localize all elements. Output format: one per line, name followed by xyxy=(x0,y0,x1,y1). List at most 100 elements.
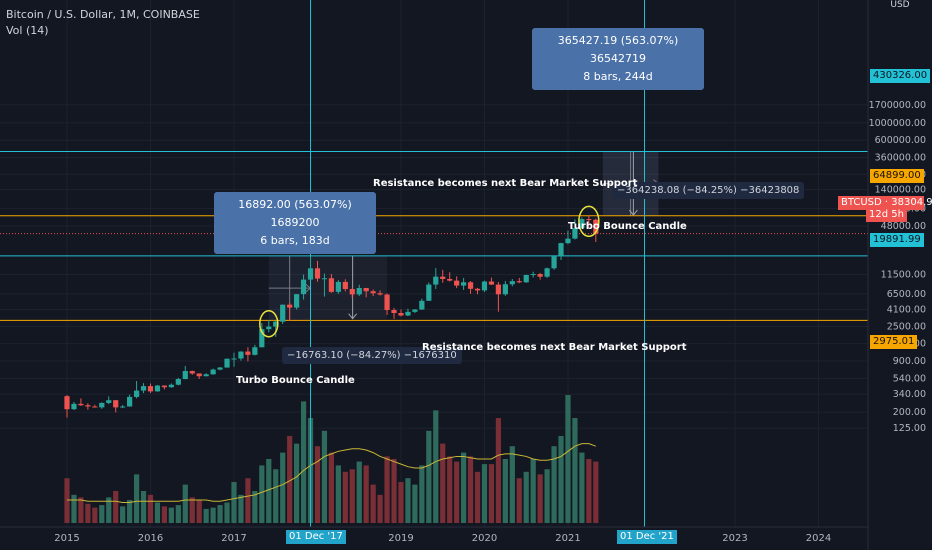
volume-indicator-label[interactable]: Vol (14) xyxy=(6,24,49,37)
candle-2018-08 xyxy=(363,287,369,292)
candle-2019-03 xyxy=(412,309,418,312)
candle-2020-11 xyxy=(551,256,557,269)
time-tick-2016: 2016 xyxy=(138,533,163,544)
volume-bar-2019-01 xyxy=(398,482,404,523)
candle-2015-05 xyxy=(92,406,98,408)
candle-2016-09 xyxy=(203,374,209,377)
volume-bar-2018-08 xyxy=(363,465,369,523)
last-price-countdown: 12d 5h xyxy=(866,208,907,222)
candle-2017-12 xyxy=(307,268,314,280)
volume-ma-polyline xyxy=(67,443,596,504)
annotation-resistance-bottom: Resistance becomes next Bear Market Supp… xyxy=(422,342,687,353)
candle-2016-11 xyxy=(217,367,223,370)
candle-2021-03 xyxy=(579,219,585,229)
measure-box-2021-line2: 8 bars, 244d xyxy=(583,70,653,83)
volume-bar-2017-08 xyxy=(280,452,286,523)
volume-bar-2019-10 xyxy=(461,452,467,523)
candle-2016-08 xyxy=(196,373,202,377)
candle-2016-10 xyxy=(210,369,216,375)
candle-2016-07 xyxy=(189,371,195,374)
candle-2019-04 xyxy=(419,300,425,310)
annotation-resistance-top: Resistance becomes next Bear Market Supp… xyxy=(373,178,638,189)
volume-bar-2017-11 xyxy=(300,401,307,523)
measure-box-2017-line1: 16892.00 (563.07%) 1689200 xyxy=(238,198,352,229)
volume-bar-2015-12 xyxy=(140,491,147,523)
candle-2018-06 xyxy=(349,289,355,295)
time-axis[interactable]: 2015 2016 2017 2019 2020 2021 2023 2024 xyxy=(0,526,868,544)
candle-2020-08 xyxy=(530,274,536,276)
volume-bar-2016-09 xyxy=(203,508,209,523)
volume-bar-2020-01 xyxy=(481,464,488,523)
volume-bar-2020-08 xyxy=(530,459,536,523)
candle-2017-03 xyxy=(245,351,251,355)
hline-tag-64899[interactable]: 64899.00 xyxy=(870,169,924,183)
volume-bar-2020-09 xyxy=(537,474,543,523)
volume-bar-2015-06 xyxy=(99,505,105,523)
down-measure-2022: −364238.08 (−84.25%) −36423808 xyxy=(612,182,805,199)
down-dn1-area xyxy=(310,255,388,319)
vline-tag-dec17[interactable]: 01 Dec '17 xyxy=(286,530,346,544)
candle-2017-05 xyxy=(259,329,265,348)
candle-2019-05 xyxy=(426,284,432,301)
last-price-tag[interactable]: BTCUSD · 38304.97 xyxy=(838,196,932,210)
price-tick-17: 125.00 xyxy=(893,423,926,434)
volume-bar-2016-11 xyxy=(217,505,223,523)
volume-bar-2020-06 xyxy=(516,478,522,523)
candle-2018-05 xyxy=(342,281,348,290)
candle-2015-04 xyxy=(85,405,91,407)
volume-bar-2017-01 xyxy=(231,482,237,523)
candle-2015-06 xyxy=(99,402,105,408)
price-tick-1: 1000000.00 xyxy=(869,118,926,129)
candle-2018-12 xyxy=(391,310,397,314)
price-tick-9: 6500.00 xyxy=(887,289,926,300)
candle-2020-06 xyxy=(516,281,522,283)
candle-2015-01 xyxy=(64,396,70,410)
candle-2015-12 xyxy=(140,386,147,391)
volume-bar-2018-02 xyxy=(321,430,328,523)
measure-box-2021: 365427.19 (563.07%) 36542719 8 bars, 244… xyxy=(532,28,704,90)
volume-bar-2016-10 xyxy=(210,507,216,523)
volume-bar-2017-04 xyxy=(252,491,258,523)
candle-2015-02 xyxy=(71,403,77,410)
candle-2016-06 xyxy=(182,371,188,380)
volume-bar-2016-07 xyxy=(189,497,195,523)
candle-2020-09 xyxy=(537,274,543,277)
volume-bar-2015-03 xyxy=(78,497,84,523)
vline-tag-dec21[interactable]: 01 Dec '21 xyxy=(617,530,677,544)
volume-bar-2019-02 xyxy=(405,478,411,523)
candle-2019-09 xyxy=(454,280,460,286)
candle-2017-02 xyxy=(238,351,244,359)
volume-bar-2018-10 xyxy=(377,494,383,523)
volume-bar-2016-05 xyxy=(175,505,181,523)
hline-tag-2975[interactable]: 2975.01 xyxy=(870,335,918,349)
price-axis-unit: USD xyxy=(890,0,910,10)
volume-bar-2016-01 xyxy=(147,494,154,523)
volume-bar-2019-04 xyxy=(419,465,425,523)
horizontal-lines[interactable] xyxy=(0,150,868,321)
hline-tag-430326[interactable]: 430326.00 xyxy=(870,69,931,83)
candle-2021-02 xyxy=(572,228,578,239)
time-tick-2017: 2017 xyxy=(221,533,246,544)
volume-ma-line xyxy=(67,443,596,504)
circle-turbo-2021 xyxy=(578,205,600,238)
candle-2018-11 xyxy=(384,294,390,311)
volume-bar-2017-03 xyxy=(245,478,251,523)
volume-bar-2020-04 xyxy=(502,459,508,523)
candle-2019-11 xyxy=(467,282,474,289)
volume-bar-2020-07 xyxy=(523,471,529,523)
candle-2016-04 xyxy=(168,384,174,388)
annotation-turbo-2021: Turbo Bounce Candle xyxy=(568,221,687,232)
price-tick-11: 2500.00 xyxy=(887,321,926,332)
candle-2015-07 xyxy=(106,400,112,403)
candle-2019-08 xyxy=(447,278,453,281)
volume-bar-2019-07 xyxy=(440,443,446,523)
volume-bar-2017-09 xyxy=(287,435,293,523)
volume-bar-2017-10 xyxy=(294,443,300,523)
price-axis-bg xyxy=(868,0,932,550)
time-tick-2023: 2023 xyxy=(722,533,747,544)
volume-bar-2015-01 xyxy=(64,478,70,523)
candle-2017-09 xyxy=(287,304,293,308)
hline-tag-19891[interactable]: 19891.99 xyxy=(870,233,924,247)
volume-bar-2019-06 xyxy=(433,410,439,523)
